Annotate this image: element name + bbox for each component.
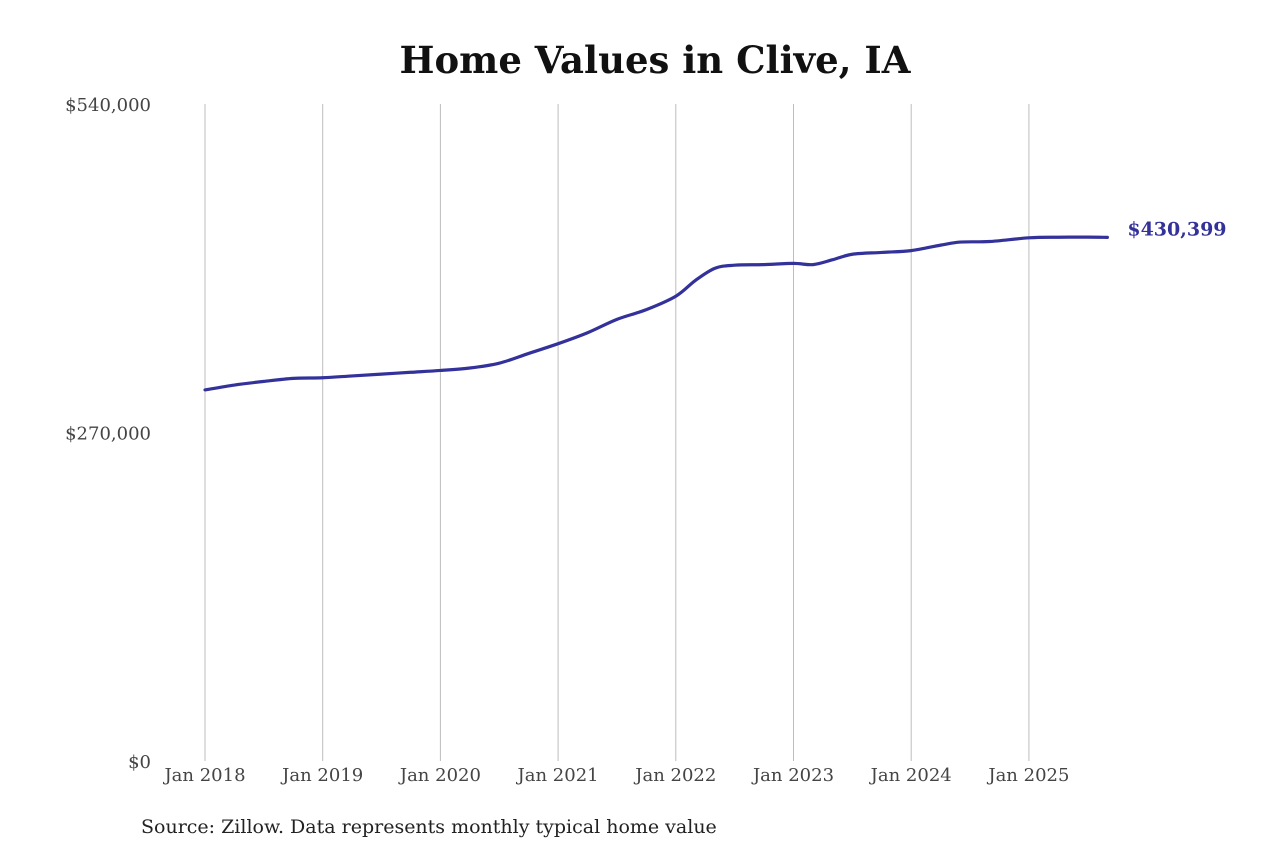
grid-lines (204, 104, 1030, 761)
end-value-label: $430,399 (1127, 218, 1226, 240)
y-axis-tick-labels: $0 $270,000 $540,000 (65, 95, 151, 773)
series-layer (203, 235, 1109, 392)
y-tick-label: $540,000 (65, 95, 151, 116)
x-tick-label: Jan 2022 (633, 765, 716, 786)
y-tick-label: $270,000 (65, 424, 151, 445)
x-tick-label: Jan 2024 (869, 765, 952, 786)
x-tick-label: Jan 2021 (516, 765, 599, 786)
x-axis-tick-labels: Jan 2018 Jan 2019 Jan 2020 Jan 2021 Jan 2022… (162, 765, 1069, 786)
x-tick-label: Jan 2019 (280, 765, 363, 786)
source-note: Source: Zillow. Data represents monthly … (141, 816, 717, 838)
x-tick-label: Jan 2023 (751, 765, 834, 786)
x-tick-label: Jan 2020 (398, 765, 481, 786)
x-tick-label: Jan 2025 (986, 765, 1069, 786)
chart-title: Home Values in Clive, IA (399, 38, 911, 82)
x-tick-label: Jan 2018 (162, 765, 245, 786)
y-tick-label: $0 (128, 752, 151, 773)
series-line-0 (203, 235, 1109, 392)
